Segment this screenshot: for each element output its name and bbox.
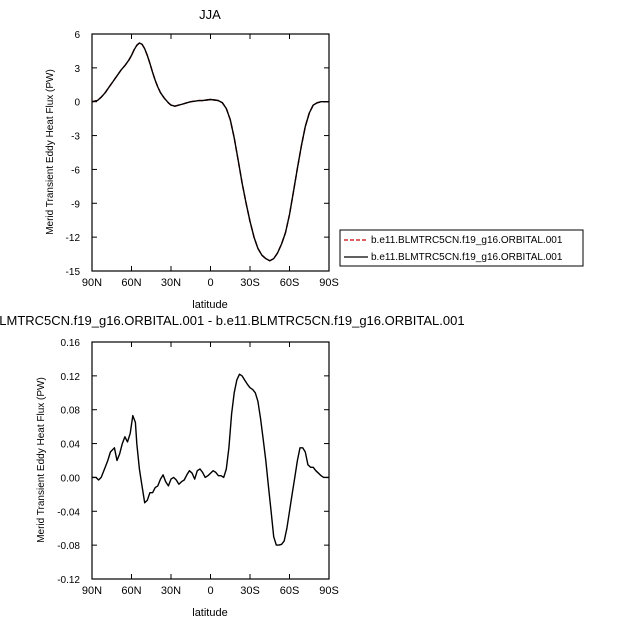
x-tick-label-bottom: 90N (82, 585, 102, 597)
plot-frame-bottom (91, 341, 330, 580)
y-tick-label-top: -6 (71, 165, 80, 176)
x-axis-label-bottom: latitude (192, 607, 227, 619)
y-tick-label-top: -3 (71, 132, 80, 143)
x-tick-label-bottom: 30S (240, 585, 260, 597)
y-tick-label-top: 0 (74, 98, 80, 109)
y-tick-label-bottom: -0.04 (57, 507, 80, 518)
x-tick-label-bottom: 60S (280, 585, 300, 597)
legend-label-series-1: b.e11.BLMTRC5CN.f19_g16.ORBITAL.001 (371, 235, 563, 246)
x-tick-label-top: 90S (319, 277, 339, 289)
plot-area-bottom: 90N 60N 30N 0 30S 60S 90S -0.12 -0.08 -0.04 0.00 0.… (57, 338, 339, 597)
x-tick-label-bottom: 60N (121, 585, 141, 597)
chart-panel-top: JJA 90N 60N 30N 0 30S 60S 90S -15 -12 -9 -6 -3 0 3 6 l… (45, 7, 339, 311)
y-tick-label-bottom: -0.12 (57, 575, 80, 586)
x-tick-label-top: 60S (280, 277, 300, 289)
x-tick-label-bottom: 30N (161, 585, 181, 597)
plot-frame-top (91, 33, 330, 272)
y-tick-label-top: 6 (74, 30, 80, 41)
legend-label-series-2: b.e11.BLMTRC5CN.f19_g16.ORBITAL.001 (371, 252, 563, 263)
y-tick-label-bottom: 0.08 (61, 406, 81, 417)
x-tick-label-top: 90N (82, 277, 102, 289)
series-line-1-bottom (92, 373, 329, 546)
y-tick-label-bottom: 0.16 (61, 338, 81, 349)
chart-title-bottom: b.e11.BLMTRC5CN.f19_g16.ORBITAL.001 - b.… (0, 313, 465, 328)
x-tick-label-top: 30N (161, 277, 181, 289)
y-tick-label-top: -15 (66, 267, 81, 278)
y-tick-label-top: 3 (74, 64, 80, 75)
x-tick-label-top: 60N (121, 277, 141, 289)
y-tick-label-bottom: -0.08 (57, 541, 80, 552)
series-line-1-top (91, 42, 329, 262)
legend: b.e11.BLMTRC5CN.f19_g16.ORBITAL.001 b.e1… (339, 229, 584, 267)
legend-box (339, 229, 584, 267)
y-tick-label-bottom: 0.00 (61, 473, 81, 484)
x-axis-label-top: latitude (192, 299, 227, 311)
x-tick-label-top: 30S (240, 277, 260, 289)
x-tick-label-bottom: 0 (207, 585, 213, 597)
chart-panel-bottom: b.e11.BLMTRC5CN.f19_g16.ORBITAL.001 - b.… (0, 313, 465, 619)
y-axis-label-top: Merid Transient Eddy Heat Flux (PW) (45, 69, 56, 235)
plot-area-top: 90N 60N 30N 0 30S 60S 90S -15 -12 -9 -6 -3 0 3 6 (66, 30, 339, 289)
series-line-2-top (91, 42, 329, 262)
y-tick-label-bottom: 0.12 (61, 372, 81, 383)
x-tick-label-top: 0 (207, 277, 213, 289)
y-axis-label-bottom: Merid Transient Eddy Heat Flux (PW) (36, 377, 47, 543)
x-tick-label-bottom: 90S (319, 585, 339, 597)
y-tick-label-bottom: 0.04 (61, 440, 81, 451)
chart-title-top: JJA (199, 7, 221, 22)
y-tick-label-top: -9 (71, 199, 80, 210)
y-tick-label-top: -12 (66, 233, 81, 244)
